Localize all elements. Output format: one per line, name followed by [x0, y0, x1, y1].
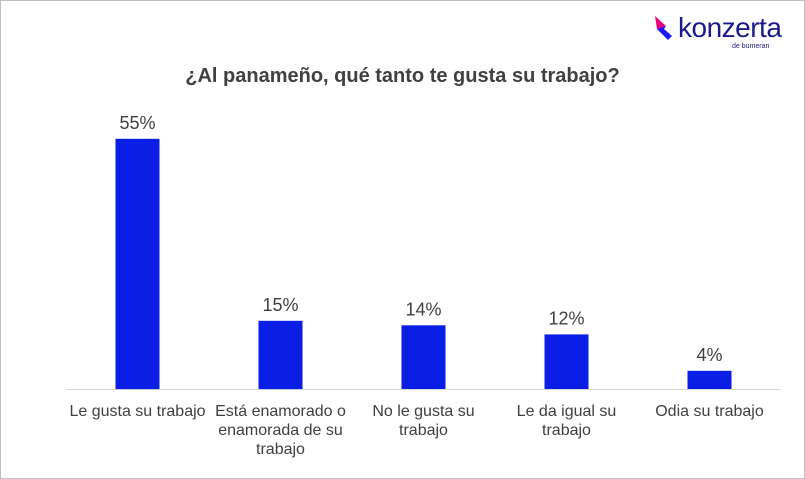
category-label-3: No le gusta su trabajo	[372, 403, 475, 439]
bar-4	[544, 334, 589, 389]
bar-1	[115, 138, 160, 390]
bar-2	[258, 320, 303, 390]
chart-title: ¿Al panameño, qué tanto te gusta su trab…	[185, 65, 620, 87]
category-label-2: Está enamorado o enamorada de su trabajo	[215, 403, 346, 458]
category-label-1: Le gusta su trabajo	[69, 403, 206, 420]
konzerta-logo-icon	[655, 16, 672, 40]
data-label-5: 4%	[696, 345, 722, 365]
brand-name: konzerta	[678, 12, 782, 43]
category-label-4: Le da igual su trabajo	[516, 403, 617, 439]
data-label-1: 55%	[119, 113, 155, 133]
data-label-2: 15%	[262, 295, 298, 315]
data-label-3: 14%	[405, 299, 441, 319]
brand-tagline: de bumeran	[732, 43, 770, 50]
bar-3	[401, 325, 446, 389]
bar-5	[687, 370, 732, 389]
brand-logo: konzerta de bumeran	[652, 12, 782, 54]
category-label-5: Odia su trabajo	[655, 403, 764, 420]
data-label-4: 12%	[548, 308, 584, 328]
